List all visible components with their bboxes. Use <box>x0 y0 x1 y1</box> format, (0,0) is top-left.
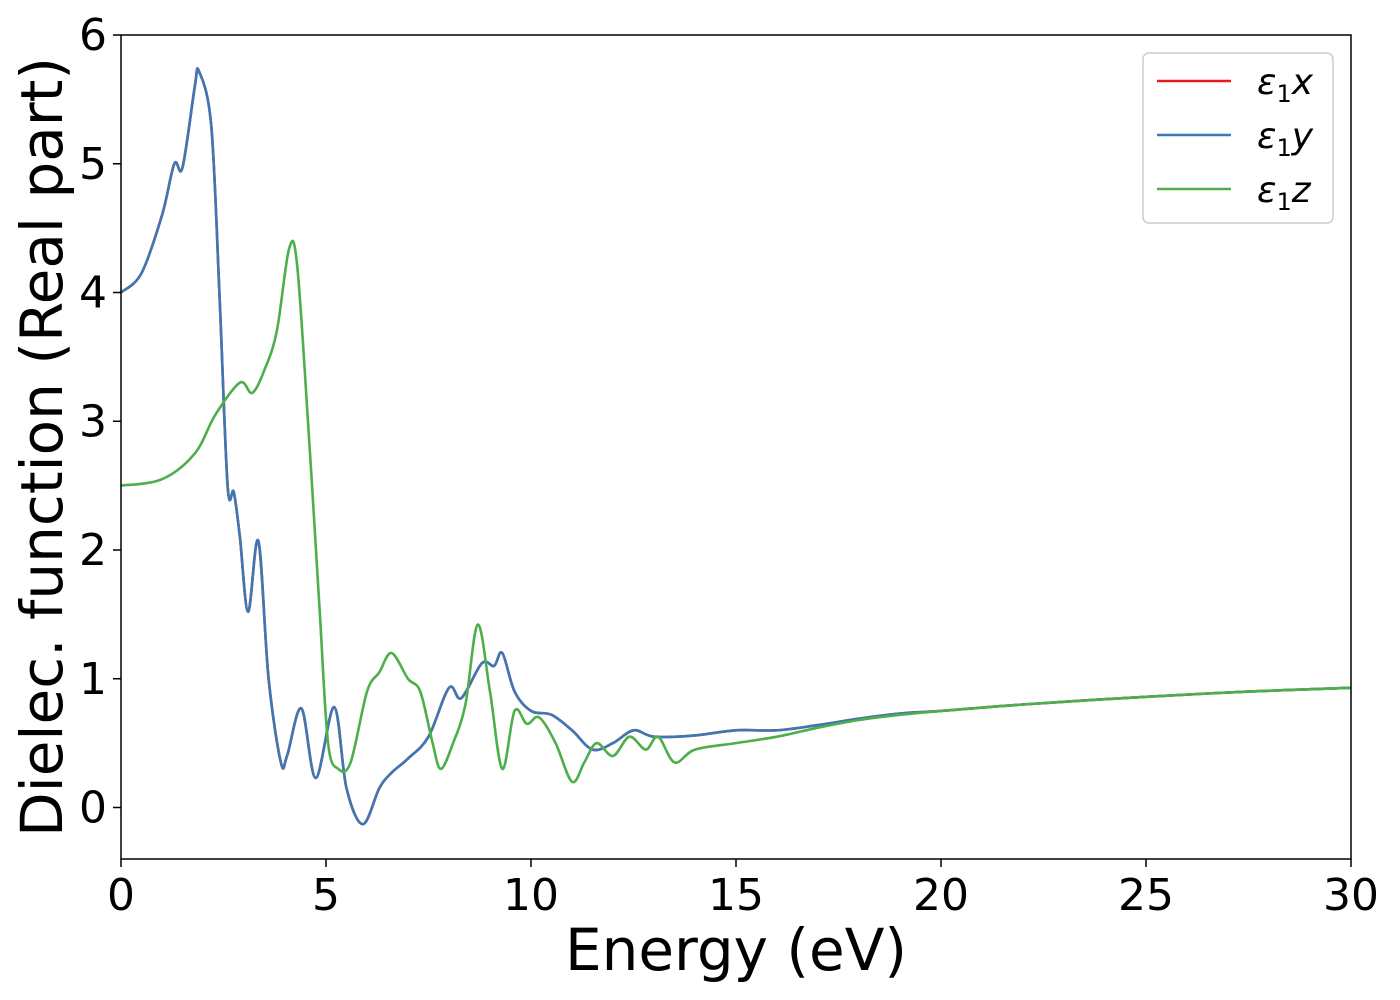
x-axis-title: Energy (eV) <box>565 916 907 984</box>
legend-label: ε1x <box>1257 62 1314 108</box>
x-tick-label: 5 <box>312 870 340 921</box>
x-tick-label: 15 <box>708 870 764 921</box>
legend-label: ε1y <box>1257 116 1314 162</box>
legend-label: ε1z <box>1257 170 1312 216</box>
x-axis: 0 5 10 15 20 25 30 <box>107 859 1379 921</box>
legend-box <box>1142 52 1334 224</box>
y-tick-label: 4 <box>79 268 107 319</box>
y-tick-label: 5 <box>79 139 107 190</box>
y-tick-label: 3 <box>79 396 107 447</box>
y-tick-label: 2 <box>79 525 107 576</box>
y-tick-label: 1 <box>79 654 107 705</box>
y-tick-label: 0 <box>79 783 107 834</box>
x-tick-label: 0 <box>107 870 135 921</box>
x-tick-label: 25 <box>1118 870 1174 921</box>
x-tick-label: 30 <box>1323 870 1379 921</box>
x-tick-label: 20 <box>913 870 969 921</box>
y-axis-title: Dielec. function (Real part) <box>8 57 76 837</box>
x-tick-label: 10 <box>503 870 559 921</box>
series-line-2 <box>120 67 1352 826</box>
series-layer <box>120 67 1352 826</box>
y-tick-label: 6 <box>79 10 107 61</box>
y-axis: 0 1 2 3 4 5 6 <box>79 10 121 834</box>
legend: ε1x ε1y ε1z <box>1142 52 1334 224</box>
series-line-3 <box>120 239 1352 784</box>
